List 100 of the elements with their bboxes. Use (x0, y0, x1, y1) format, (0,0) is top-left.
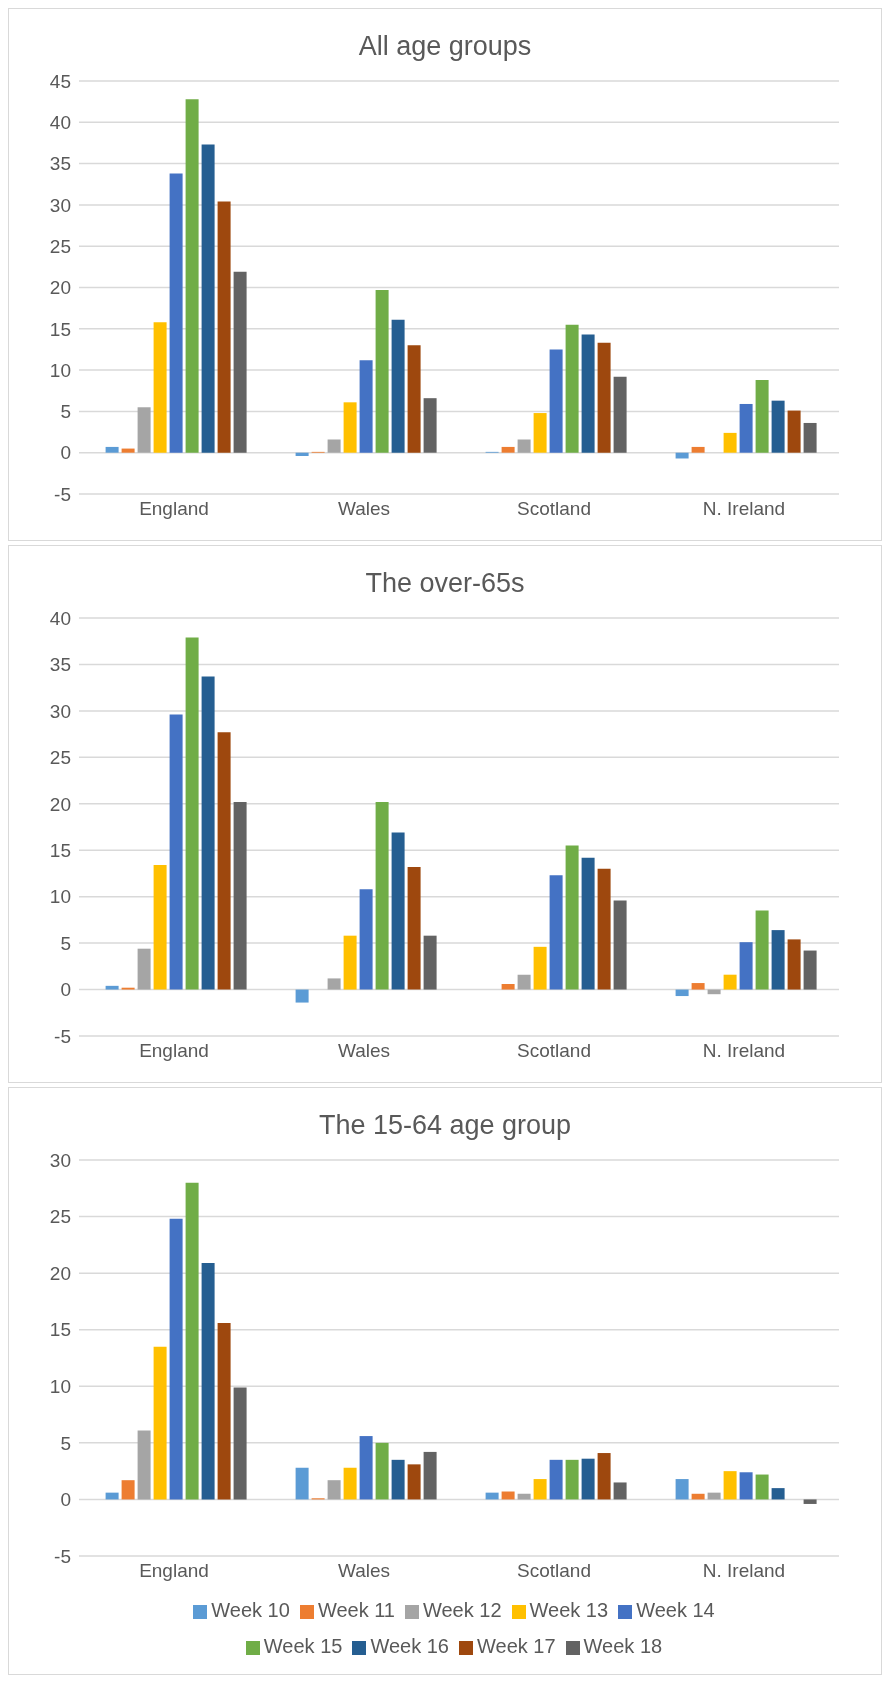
chart-title: The over-65s (364, 567, 526, 600)
bar (739, 942, 753, 990)
bar (723, 1471, 737, 1500)
bar (391, 832, 405, 990)
bar (185, 1182, 199, 1500)
bar (233, 1387, 247, 1500)
x-tick-label: Scotland (517, 498, 591, 520)
bar (549, 875, 563, 990)
bar (723, 432, 737, 453)
chart-title: The 15-64 age group (317, 1109, 573, 1142)
bar (755, 910, 769, 990)
y-tick-label: 20 (49, 1262, 71, 1284)
bar (201, 144, 215, 453)
bar (517, 974, 531, 990)
bar (423, 398, 437, 453)
y-tick-label: 30 (49, 1149, 71, 1171)
y-tick-label: 0 (60, 979, 71, 1001)
legend-label: Week 16 (370, 1635, 449, 1657)
bar (407, 1464, 421, 1500)
bar (327, 439, 341, 453)
bar (185, 637, 199, 990)
bar (549, 1459, 563, 1500)
bar (295, 1467, 309, 1500)
x-tick-label: N. Ireland (702, 1560, 786, 1582)
legend-label: Week 10 (211, 1599, 290, 1621)
y-tick-label: 35 (49, 153, 71, 175)
bar (787, 939, 801, 990)
bar (343, 1467, 357, 1500)
bar (153, 865, 167, 990)
bar (565, 324, 579, 453)
bar (533, 946, 547, 990)
bar (581, 857, 595, 990)
bar (787, 410, 801, 453)
y-tick-label: 0 (60, 1489, 71, 1511)
bar (597, 342, 611, 453)
y-tick-label: 5 (60, 1432, 71, 1454)
bar (359, 360, 373, 453)
bar (295, 452, 309, 456)
y-tick-label: 25 (49, 747, 71, 769)
bar (217, 201, 231, 453)
bar (137, 407, 151, 453)
bar (501, 983, 515, 990)
bar (675, 989, 689, 997)
bar (121, 1480, 135, 1500)
bar (803, 950, 817, 990)
bar (675, 1479, 689, 1500)
y-tick-label: 15 (49, 839, 71, 861)
bar (613, 900, 627, 990)
x-tick-label: Scotland (517, 1560, 591, 1582)
bar (613, 1482, 627, 1500)
bar (233, 271, 247, 453)
y-tick-label: -5 (54, 1025, 71, 1047)
bar (613, 376, 627, 453)
bar (549, 349, 563, 453)
x-tick-label: N. Ireland (702, 1040, 786, 1062)
bar (739, 1472, 753, 1500)
bar (565, 1459, 579, 1500)
bar (391, 319, 405, 453)
y-tick-label: 10 (49, 886, 71, 908)
bar (565, 845, 579, 990)
bar (137, 948, 151, 990)
bar (755, 1474, 769, 1500)
y-tick-label: 15 (49, 1319, 71, 1341)
y-tick-label: -5 (54, 483, 71, 505)
bar (755, 380, 769, 453)
y-tick-label: 20 (49, 277, 71, 299)
y-tick-label: 40 (49, 112, 71, 134)
y-tick-label: 15 (49, 318, 71, 340)
x-tick-label: England (139, 1560, 209, 1582)
y-tick-label: 10 (49, 359, 71, 381)
bar (201, 1262, 215, 1500)
bar (185, 99, 199, 453)
legend-label: Week 11 (317, 1599, 395, 1621)
y-tick-label: 25 (49, 1206, 71, 1228)
bar (201, 676, 215, 990)
bar (581, 1458, 595, 1500)
bar (233, 801, 247, 990)
x-tick-label: N. Ireland (702, 498, 786, 520)
bar (391, 1459, 405, 1500)
y-tick-label: 10 (49, 1376, 71, 1398)
bar (359, 1436, 373, 1500)
y-tick-label: 0 (60, 442, 71, 464)
y-tick-label: 35 (49, 654, 71, 676)
bar (327, 978, 341, 990)
bar (375, 1442, 389, 1500)
bar (407, 866, 421, 990)
x-tick-label: England (139, 1040, 209, 1062)
bar (691, 446, 705, 453)
x-tick-label: Wales (337, 1040, 391, 1062)
bar (295, 989, 309, 1003)
bar (771, 930, 785, 990)
bar (771, 400, 785, 453)
bar (533, 413, 547, 453)
bar (359, 889, 373, 990)
bar (217, 732, 231, 990)
bar (137, 1430, 151, 1500)
y-tick-label: 5 (60, 401, 71, 423)
bar (407, 345, 421, 453)
bar (597, 868, 611, 990)
y-tick-label: 30 (49, 194, 71, 216)
